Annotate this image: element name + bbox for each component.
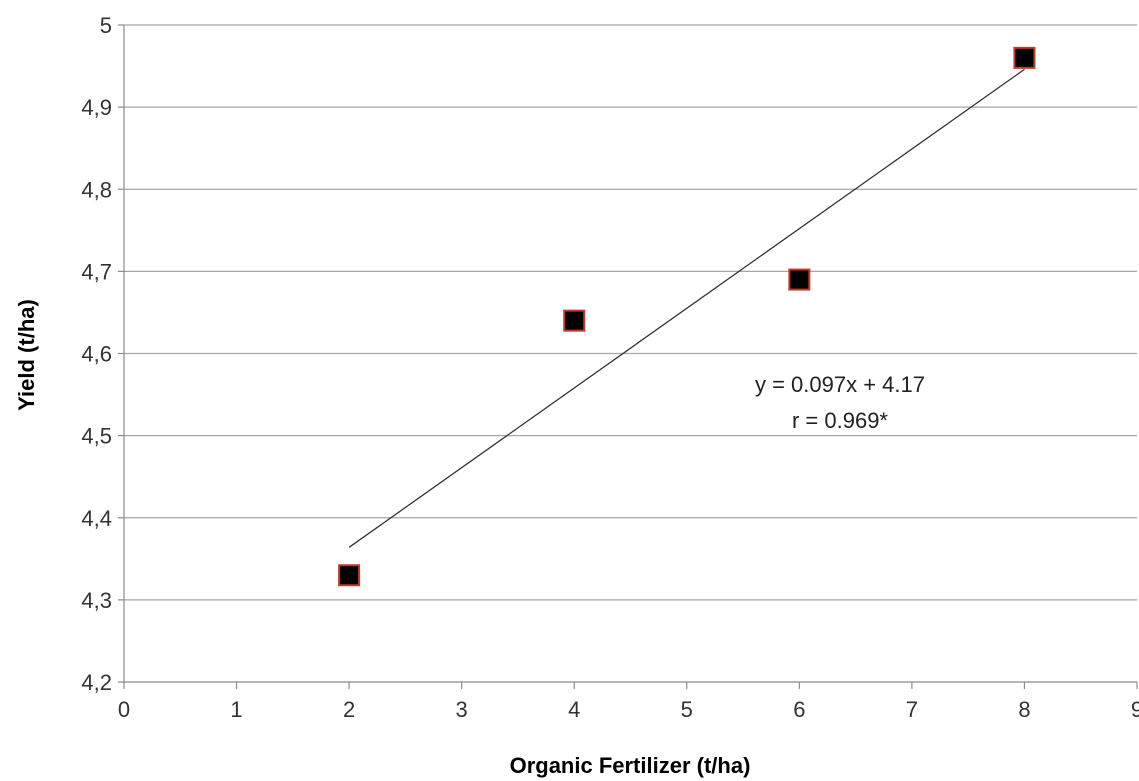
data-point	[563, 309, 586, 332]
y-axis-title: Yield (t/ha)	[14, 299, 39, 411]
trendline	[348, 68, 1025, 548]
gridlines	[124, 24, 1137, 601]
x-tick-label: 4	[568, 697, 580, 722]
data-point	[338, 564, 361, 587]
y-tick-label: 4,2	[81, 670, 112, 695]
x-tick-label: 2	[343, 697, 355, 722]
axes	[118, 24, 1138, 689]
x-tick-label: 0	[118, 697, 130, 722]
y-tick-label: 4,8	[81, 177, 112, 202]
y-tick-label: 4,9	[81, 95, 112, 120]
y-tick-label: 4,3	[81, 588, 112, 613]
x-tick-label: 1	[230, 697, 242, 722]
x-tick-label: 3	[456, 697, 468, 722]
annotation-equation: y = 0.097x + 4.17	[755, 372, 925, 397]
trendline-group	[348, 68, 1025, 548]
data-point	[1013, 46, 1036, 69]
y-tick-label: 5	[100, 13, 112, 38]
x-tick-labels: 0 1 2 3 4 5 6 7 8 9	[118, 697, 1139, 722]
y-tick-label: 4,5	[81, 424, 112, 449]
x-axis-title: Organic Fertilizer (t/ha)	[510, 753, 751, 778]
x-tick-label: 9	[1131, 697, 1139, 722]
y-tick-label: 4,6	[81, 342, 112, 367]
data-points	[338, 46, 1036, 587]
x-tick-label: 6	[793, 697, 805, 722]
y-tick-label: 4,7	[81, 259, 112, 284]
data-point	[788, 268, 811, 291]
y-tick-label: 4,4	[81, 506, 112, 531]
annotation-correlation: r = 0.969*	[792, 408, 888, 433]
x-tick-label: 8	[1018, 697, 1030, 722]
x-tick-label: 7	[906, 697, 918, 722]
y-tick-labels: 4,2 4,3 4,4 4,5 4,6 4,7 4,8 4,9 5	[81, 13, 112, 695]
x-tick-label: 5	[681, 697, 693, 722]
